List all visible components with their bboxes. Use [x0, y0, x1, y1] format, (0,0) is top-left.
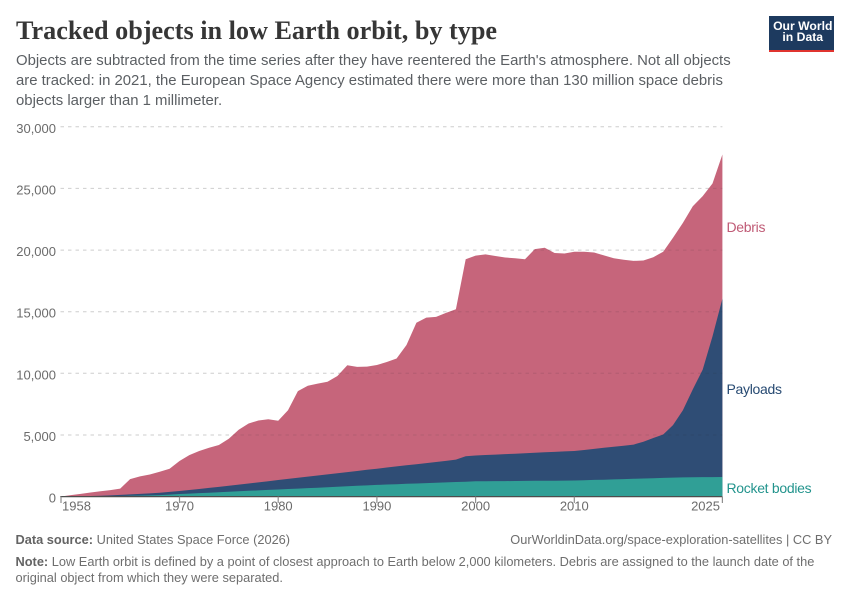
svg-text:Payloads: Payloads — [727, 381, 782, 397]
svg-text:2000: 2000 — [461, 499, 490, 514]
svg-text:15,000: 15,000 — [16, 306, 56, 321]
svg-text:0: 0 — [49, 491, 56, 506]
svg-text:Rocket bodies: Rocket bodies — [727, 480, 812, 496]
svg-text:1980: 1980 — [264, 499, 293, 514]
svg-text:25,000: 25,000 — [16, 182, 56, 197]
svg-text:5,000: 5,000 — [23, 429, 56, 444]
svg-text:20,000: 20,000 — [16, 244, 56, 259]
svg-text:1958: 1958 — [62, 499, 91, 514]
svg-text:2025: 2025 — [691, 499, 720, 514]
svg-text:30,000: 30,000 — [16, 121, 56, 136]
svg-text:10,000: 10,000 — [16, 367, 56, 382]
svg-text:Debris: Debris — [727, 219, 766, 235]
svg-text:1970: 1970 — [165, 499, 194, 514]
svg-text:2010: 2010 — [560, 499, 589, 514]
svg-text:1990: 1990 — [362, 499, 391, 514]
